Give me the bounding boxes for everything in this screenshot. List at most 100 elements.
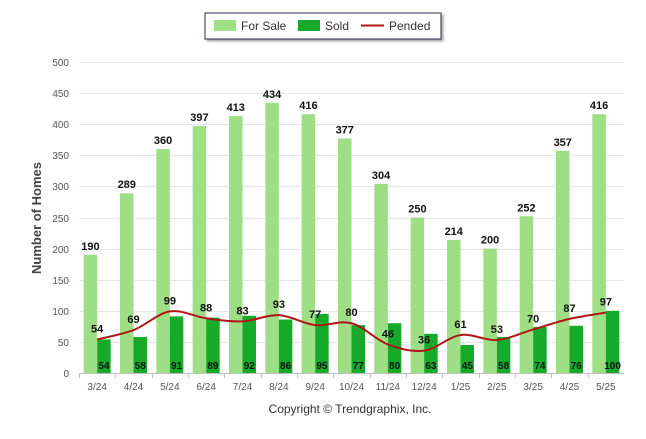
y-tick-label-450: 450 bbox=[52, 89, 69, 100]
bar-for-sale-11-24 bbox=[374, 183, 388, 373]
data-label-sold-5-25: 100 bbox=[604, 361, 621, 372]
y-tick-label-200: 200 bbox=[52, 245, 69, 256]
x-tick-label-4-24: 4/24 bbox=[124, 382, 144, 393]
data-label-pended-5-24: 99 bbox=[164, 295, 176, 307]
bar-for-sale-6-24 bbox=[192, 126, 207, 373]
bar-for-sale-7-24 bbox=[229, 116, 243, 373]
copyright-text: Copyright © Trendgraphix, Inc. bbox=[269, 402, 432, 416]
data-label-for-sale-11-24: 304 bbox=[372, 170, 391, 182]
data-label-for-sale-4-24: 289 bbox=[118, 179, 136, 191]
data-label-for-sale-1-25: 214 bbox=[445, 226, 464, 238]
bar-sold-5-25 bbox=[605, 310, 620, 373]
y-tick-label-0: 0 bbox=[63, 369, 69, 380]
bar-for-sale-3-25 bbox=[519, 216, 534, 373]
data-label-sold-10-24: 77 bbox=[353, 361, 365, 372]
bar-for-sale-1-25 bbox=[447, 239, 461, 373]
pended-line bbox=[96, 310, 607, 352]
bar-sold-3-24 bbox=[97, 339, 111, 373]
bar-for-sale-5-25 bbox=[592, 114, 606, 374]
data-label-sold-12-24: 63 bbox=[425, 361, 437, 372]
data-label-for-sale-5-24: 360 bbox=[154, 135, 172, 147]
bar-for-sale-8-24 bbox=[265, 103, 279, 373]
x-tick-label-2-25: 2/25 bbox=[487, 382, 507, 393]
data-label-pended-7-24: 83 bbox=[236, 305, 248, 317]
data-labels: 190 54 289 58 360 91 397 89 413 92 434 86 416 95 377 77… bbox=[81, 89, 621, 372]
data-label-pended-10-24: 80 bbox=[345, 307, 357, 319]
bar-sold-4-25 bbox=[569, 325, 583, 373]
x-tick-label-10-24: 10/24 bbox=[339, 382, 364, 393]
bar-for-sale-10-24 bbox=[338, 138, 352, 373]
data-label-for-sale-12-24: 250 bbox=[408, 204, 426, 216]
x-tick-label-11-24: 11/24 bbox=[376, 382, 401, 393]
bar-sold-12-24 bbox=[424, 333, 438, 373]
data-label-sold-11-24: 80 bbox=[389, 361, 401, 372]
bar-for-sale-5-24 bbox=[156, 149, 170, 373]
data-label-sold-7-24: 92 bbox=[244, 361, 256, 372]
data-label-pended-3-25: 70 bbox=[527, 313, 539, 325]
data-label-pended-2-25: 53 bbox=[491, 324, 503, 336]
data-label-sold-3-24: 54 bbox=[98, 361, 110, 372]
y-tick-label-300: 300 bbox=[52, 182, 69, 193]
x-tick-label-7-24: 7/24 bbox=[233, 382, 253, 393]
x-tick-label-8-24: 8/24 bbox=[269, 382, 289, 393]
x-tick-label-12-24: 12/24 bbox=[412, 382, 437, 393]
y-tick-label-50: 50 bbox=[58, 338, 70, 349]
data-label-pended-5-25: 97 bbox=[600, 297, 612, 309]
data-label-sold-1-25: 45 bbox=[462, 361, 474, 372]
data-label-pended-6-24: 88 bbox=[200, 302, 212, 314]
legend-label-pended: Pended bbox=[389, 19, 430, 33]
x-tick-labels: 3/24 4/24 5/24 6/24 7/24 8/24 9/24 10/24 11/24 12… bbox=[79, 373, 616, 393]
bar-for-sale-4-25 bbox=[556, 150, 570, 373]
bar-for-sale-4-24 bbox=[120, 193, 134, 373]
y-axis-label: Number of Homes bbox=[29, 162, 44, 274]
y-tick-labels: 0 50 100 150 200 250 300 350 400 450 500 bbox=[52, 58, 69, 380]
x-tick-label-1-25: 1/25 bbox=[451, 382, 471, 393]
bar-for-sale-2-25 bbox=[483, 248, 497, 373]
bar-sold-8-24 bbox=[278, 319, 293, 373]
data-label-for-sale-2-25: 200 bbox=[481, 235, 499, 247]
bars bbox=[83, 103, 620, 374]
data-label-sold-4-24: 58 bbox=[135, 361, 147, 372]
x-tick-label-4-25: 4/25 bbox=[560, 382, 580, 393]
data-label-for-sale-5-25: 416 bbox=[590, 100, 608, 112]
bar-sold-3-25 bbox=[533, 326, 547, 373]
y-tick-label-400: 400 bbox=[52, 120, 69, 131]
data-label-for-sale-4-25: 357 bbox=[554, 137, 572, 149]
bar-sold-4-24 bbox=[133, 336, 147, 373]
data-label-for-sale-3-25: 252 bbox=[517, 202, 535, 214]
bar-sold-10-24 bbox=[351, 325, 365, 373]
x-tick-label-6-24: 6/24 bbox=[196, 382, 216, 393]
legend-swatch-sold bbox=[298, 20, 320, 31]
data-label-sold-5-24: 91 bbox=[171, 361, 183, 372]
y-tick-label-100: 100 bbox=[52, 307, 69, 318]
x-tick-label-3-25: 3/25 bbox=[523, 382, 543, 393]
data-label-sold-8-24: 86 bbox=[280, 361, 292, 372]
bar-sold-1-25 bbox=[460, 345, 474, 373]
data-label-sold-3-25: 74 bbox=[534, 361, 546, 372]
bar-sold-2-25 bbox=[496, 336, 511, 373]
data-label-pended-12-24: 36 bbox=[418, 335, 430, 347]
bar-for-sale-3-24 bbox=[83, 254, 98, 373]
y-tick-label-150: 150 bbox=[52, 276, 69, 287]
bar-for-sale-12-24 bbox=[410, 217, 425, 373]
data-label-pended-4-24: 69 bbox=[127, 314, 139, 326]
data-label-sold-4-25: 76 bbox=[571, 361, 583, 372]
data-label-sold-6-24: 89 bbox=[207, 361, 219, 372]
data-label-for-sale-8-24: 434 bbox=[263, 89, 282, 101]
legend-swatch-for-sale bbox=[214, 20, 236, 31]
x-tick-label-5-24: 5/24 bbox=[160, 382, 180, 393]
bar-for-sale-9-24 bbox=[301, 114, 316, 374]
data-label-pended-4-25: 87 bbox=[563, 303, 575, 315]
bar-sold-6-24 bbox=[206, 317, 220, 373]
data-label-for-sale-6-24: 397 bbox=[190, 112, 208, 124]
bar-sold-7-24 bbox=[242, 315, 256, 373]
y-tick-label-500: 500 bbox=[52, 58, 69, 69]
x-tick-label-3-24: 3/24 bbox=[87, 382, 107, 393]
legend: For Sale Sold Pended bbox=[204, 12, 442, 40]
data-label-for-sale-10-24: 377 bbox=[336, 125, 354, 137]
data-label-pended-3-24: 54 bbox=[91, 323, 104, 335]
data-label-pended-11-24: 46 bbox=[382, 328, 394, 340]
bar-sold-9-24 bbox=[315, 313, 329, 373]
data-label-for-sale-9-24: 416 bbox=[299, 100, 317, 112]
